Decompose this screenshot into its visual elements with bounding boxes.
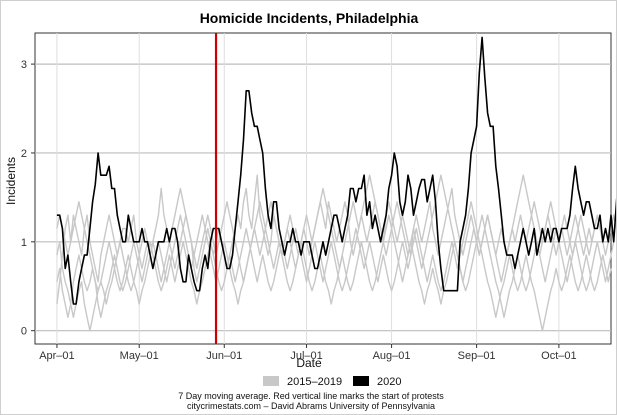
x-axis-label: Date: [296, 356, 322, 370]
x-tick-label-6: Oct–01: [541, 350, 576, 362]
y-tick-label-0: 0: [21, 326, 27, 338]
series-line-2015-2019-4: [56, 174, 596, 305]
y-tick-label-2: 2: [21, 148, 27, 160]
x-axis-ticks: Apr–01 May–01 Jun–01 Jul–01 Aug–01 Sep–01 Oct–…: [39, 344, 577, 362]
legend-swatch-2020: [353, 376, 369, 386]
legend: 2015–2019 2020: [263, 376, 401, 388]
legend-swatch-2015-2019: [263, 376, 279, 386]
series-line-2015-2019-2: [56, 201, 612, 332]
chart-title: Homicide Incidents, Philadelphia: [200, 10, 419, 26]
caption-line-1: 7 Day moving average. Red vertical line …: [178, 391, 444, 401]
caption-line-2: citycrimestats.com – David Abrams Univer…: [187, 401, 435, 411]
y-axis-label: Incidents: [4, 157, 18, 205]
y-axis-ticks: 0 1 2 3: [21, 59, 35, 338]
grid-lines: [35, 33, 611, 344]
series-line-2020: [56, 36, 616, 305]
y-tick-label-3: 3: [21, 59, 27, 71]
y-tick-label-1: 1: [21, 237, 27, 249]
x-tick-label-4: Aug–01: [373, 350, 411, 362]
x-tick-label-3: Jul–01: [290, 350, 322, 362]
x-tick-label-5: Sep–01: [458, 350, 496, 362]
legend-label-2015-2019: 2015–2019: [287, 376, 342, 388]
black-series-group: [56, 36, 616, 305]
x-tick-label-2: Jun–01: [206, 350, 242, 362]
x-tick-label-1: May–01: [120, 350, 159, 362]
legend-label-2020: 2020: [377, 376, 401, 388]
x-tick-label-0: Apr–01: [39, 350, 74, 362]
